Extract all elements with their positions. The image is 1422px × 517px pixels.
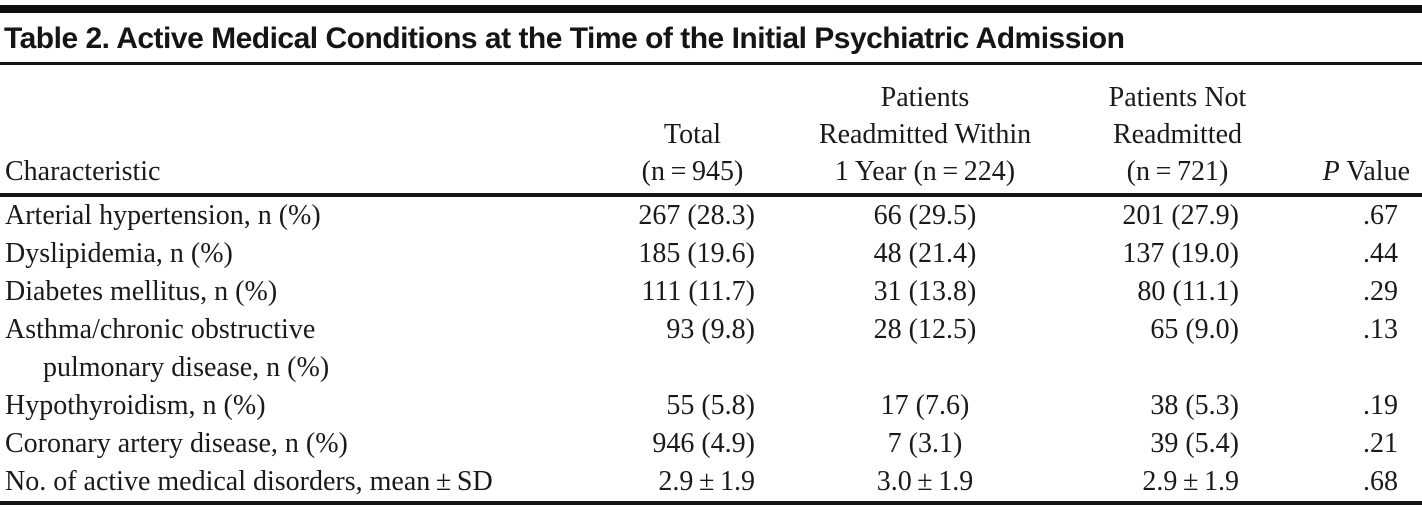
- col-header-readmitted-line3: 1 Year (n = 224): [834, 156, 1016, 187]
- characteristic-line2: pulmonary disease, n (%): [43, 352, 330, 383]
- table-row-coronary-artery-disease: Coronary artery disease, n (%) 946 (4.9)…: [0, 425, 1422, 463]
- cell-not-readmitted: 39 (5.4): [1150, 428, 1239, 459]
- col-header-p-value: P Value: [1275, 65, 1422, 197]
- medical-conditions-table: Characteristic Total (n = 945) Patients …: [0, 65, 1422, 505]
- table-title: Table 2. Active Medical Conditions at th…: [0, 13, 1422, 65]
- table-row-active-medical-disorders: No. of active medical disorders, mean ± …: [0, 463, 1422, 503]
- cell-total: 2.9 ± 1.9: [658, 466, 755, 497]
- col-header-readmitted-line1: Patients: [880, 82, 970, 113]
- cell-p-value: .67: [1363, 200, 1398, 231]
- cell-not-readmitted: 65 (9.0): [1150, 314, 1239, 345]
- table-row-arterial-hypertension: Arterial hypertension, n (%) 267 (28.3) …: [0, 195, 1422, 235]
- col-header-not-readmitted-line1: Patients Not: [1108, 82, 1247, 113]
- table-row-hypothyroidism: Hypothyroidism, n (%) 55 (5.8) 17 (7.6) …: [0, 387, 1422, 425]
- p-value-italic-p: P: [1322, 156, 1340, 187]
- cell-characteristic: Dyslipidemia, n (%): [5, 238, 233, 269]
- col-header-total-line2: (n = 945): [641, 156, 744, 187]
- cell-readmitted: 31 (13.8): [873, 276, 977, 307]
- cell-readmitted: 3.0 ± 1.9: [876, 466, 974, 497]
- col-header-not-readmitted-line3: (n = 721): [1126, 156, 1229, 187]
- p-value-rest: Value: [1339, 156, 1410, 187]
- cell-total: 185 (19.6): [638, 238, 755, 269]
- cell-total: 93 (9.8): [666, 314, 755, 345]
- cell-p-value: .44: [1363, 238, 1398, 269]
- cell-characteristic: Arterial hypertension, n (%): [5, 200, 321, 231]
- cell-characteristic: Diabetes mellitus, n (%): [5, 276, 278, 307]
- cell-not-readmitted: 38 (5.3): [1150, 390, 1239, 421]
- col-header-not-readmitted: Patients Not Readmitted (n = 721): [1080, 65, 1275, 197]
- cell-characteristic: Coronary artery disease, n (%): [5, 428, 348, 459]
- table-header: Characteristic Total (n = 945) Patients …: [0, 65, 1422, 197]
- cell-p-value: .68: [1363, 466, 1398, 497]
- col-header-readmitted: Patients Readmitted Within 1 Year (n = 2…: [770, 65, 1080, 197]
- cell-total: 111 (11.7): [641, 276, 755, 307]
- cell-not-readmitted: 80 (11.1): [1137, 276, 1239, 307]
- cell-readmitted: 17 (7.6): [880, 390, 970, 421]
- cell-characteristic: No. of active medical disorders, mean ± …: [5, 466, 493, 497]
- cell-readmitted: 48 (21.4): [873, 238, 977, 269]
- header-row: Characteristic Total (n = 945) Patients …: [0, 65, 1422, 197]
- cell-readmitted: 66 (29.5): [873, 200, 977, 231]
- cell-readmitted: 28 (12.5): [873, 314, 977, 345]
- table-row-asthma-copd: Asthma/chronic obstructive pulmonary dis…: [0, 311, 1422, 387]
- cell-characteristic: Hypothyroidism, n (%): [5, 390, 266, 421]
- col-header-total: Total (n = 945): [615, 65, 770, 197]
- cell-total: 55 (5.8): [666, 390, 755, 421]
- table-row-diabetes-mellitus: Diabetes mellitus, n (%) 111 (11.7) 31 (…: [0, 273, 1422, 311]
- characteristic-line1: Asthma/chronic obstructive: [5, 314, 316, 345]
- col-header-characteristic: Characteristic: [0, 65, 615, 197]
- cell-p-value: .13: [1363, 314, 1398, 345]
- cell-readmitted: 7 (3.1): [887, 428, 963, 459]
- cell-characteristic: Asthma/chronic obstructive pulmonary dis…: [0, 311, 615, 387]
- table-body: Arterial hypertension, n (%) 267 (28.3) …: [0, 195, 1422, 503]
- cell-total: 267 (28.3): [638, 200, 755, 231]
- cell-p-value: .19: [1363, 390, 1398, 421]
- cell-not-readmitted: 201 (27.9): [1122, 200, 1239, 231]
- cell-not-readmitted: 2.9 ± 1.9: [1142, 466, 1239, 497]
- cell-not-readmitted: 137 (19.0): [1122, 238, 1239, 269]
- col-header-readmitted-line2: Readmitted Within: [818, 119, 1032, 150]
- col-header-not-readmitted-line2: Readmitted: [1112, 119, 1243, 150]
- cell-p-value: .21: [1363, 428, 1398, 459]
- table-row-dyslipidemia: Dyslipidemia, n (%) 185 (19.6) 48 (21.4)…: [0, 235, 1422, 273]
- col-header-total-line1: Total: [663, 119, 722, 150]
- top-rule-bar: [0, 5, 1422, 13]
- cell-total: 946 (4.9): [652, 428, 755, 459]
- cell-p-value: .29: [1363, 276, 1398, 307]
